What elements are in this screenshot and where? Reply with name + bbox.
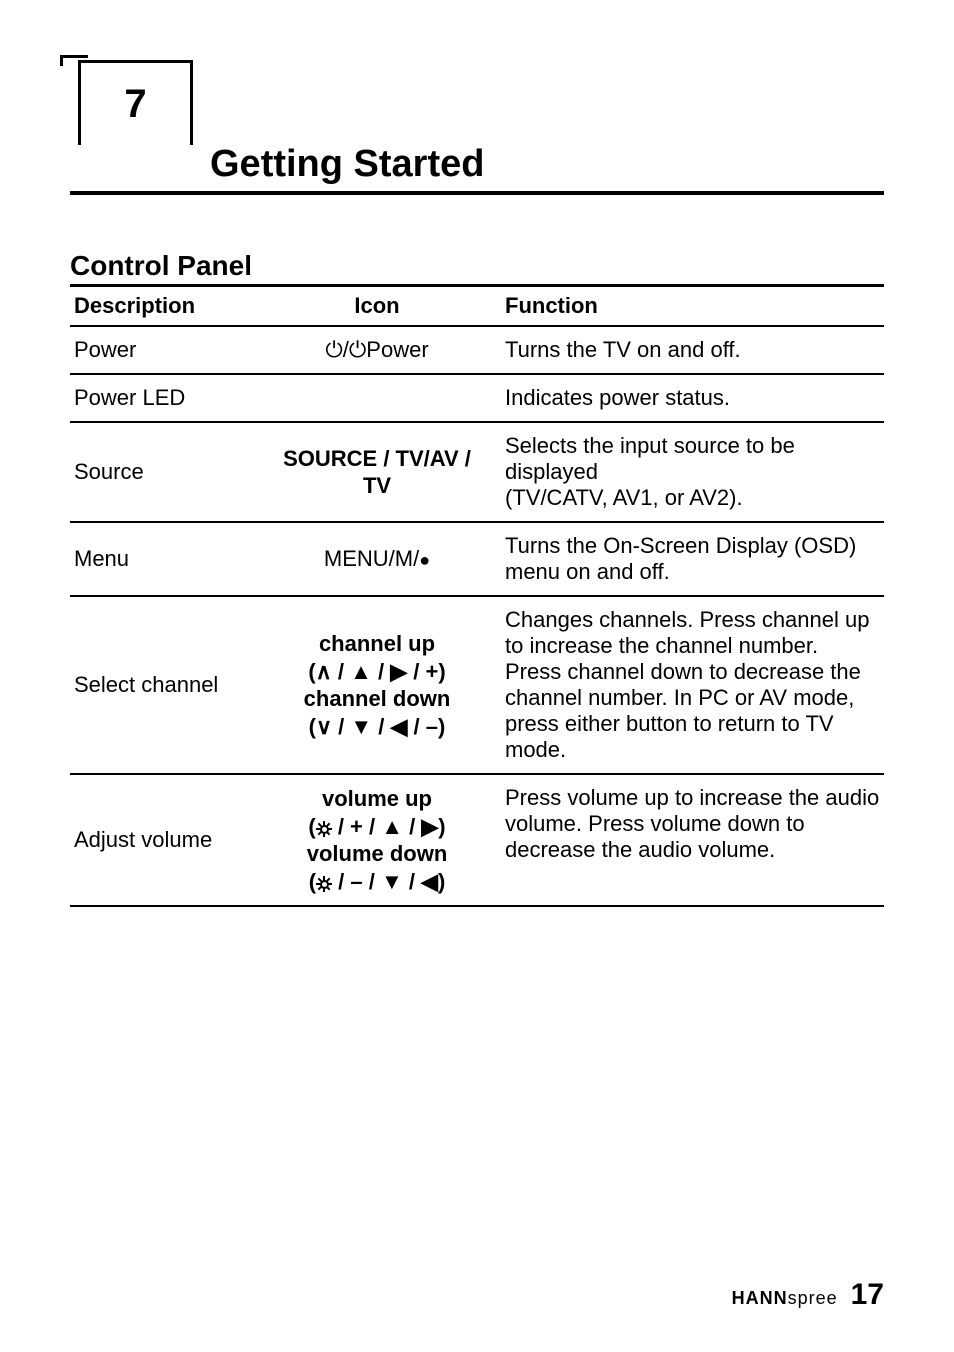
table-row: Power ⏻/⏻Power Turns the TV on and off. — [70, 326, 884, 374]
section-title: Control Panel — [70, 250, 884, 282]
icon-label: Power — [366, 337, 428, 362]
cell-icon: SOURCE / TV/AV / TV — [253, 422, 501, 522]
icon-label-line2: TV — [257, 472, 497, 500]
cell-icon: channel up (∧ / ▲ / ▶ / +) channel down … — [253, 596, 501, 774]
cell-fn: Press volume up to increase the audio vo… — [501, 774, 884, 906]
volume-up-glyphs: / + / ▲ / ▶) — [332, 814, 446, 839]
brightness-icon — [316, 876, 332, 892]
cell-fn: Selects the input source to be displayed… — [501, 422, 884, 522]
cell-icon: ⏻/⏻Power — [253, 326, 501, 374]
brand-bold: HANN — [732, 1288, 788, 1308]
icon-label: MENU/M/ — [324, 546, 419, 571]
icon-label-line1: volume up — [257, 785, 497, 813]
cell-icon: volume up ( / + / ▲ / ▶) volume down ( /… — [253, 774, 501, 906]
table-row: Adjust volume volume up ( / + / ▲ / ▶) v… — [70, 774, 884, 906]
icon-label-line3: channel down — [257, 685, 497, 713]
record-icon — [419, 546, 430, 571]
cell-fn: Turns the On-Screen Display (OSD) menu o… — [501, 522, 884, 596]
cell-icon: MENU/M/ — [253, 522, 501, 596]
cell-desc: Source — [70, 422, 253, 522]
cell-desc: Menu — [70, 522, 253, 596]
page: 7 Getting Started Control Panel Descript… — [0, 0, 954, 1352]
channel-down-combo-icon: (∨ / ▼ / ◀ / –) — [257, 713, 497, 741]
cell-icon — [253, 374, 501, 422]
control-panel-table: Description Icon Function Power ⏻/⏻Power… — [70, 284, 884, 907]
volume-up-combo-icon: ( / + / ▲ / ▶) — [257, 813, 497, 841]
col-header-function: Function — [501, 286, 884, 327]
chapter-tab: 7 — [78, 60, 193, 145]
brightness-icon — [316, 821, 332, 837]
brand-light: spree — [788, 1288, 838, 1308]
icon-label-line1: channel up — [257, 630, 497, 658]
table-row: Menu MENU/M/ Turns the On-Screen Display… — [70, 522, 884, 596]
col-header-icon: Icon — [253, 286, 501, 327]
chapter-number: 7 — [124, 84, 146, 124]
cell-desc: Adjust volume — [70, 774, 253, 906]
cell-desc: Power — [70, 326, 253, 374]
cell-desc: Power LED — [70, 374, 253, 422]
volume-down-glyphs: / – / ▼ / ◀) — [332, 869, 445, 894]
volume-down-combo-icon: ( / – / ▼ / ◀) — [257, 868, 497, 896]
title-rule: Getting Started — [70, 143, 884, 195]
channel-up-combo-icon: (∧ / ▲ / ▶ / +) — [257, 658, 497, 686]
footer: HANNspree 17 — [732, 1278, 884, 1312]
cell-fn: Turns the TV on and off. — [501, 326, 884, 374]
table-row: Select channel channel up (∧ / ▲ / ▶ / +… — [70, 596, 884, 774]
page-title: Getting Started — [210, 143, 484, 185]
table-row: Power LED Indicates power status. — [70, 374, 884, 422]
cell-fn: Changes channels. Press channel up to in… — [501, 596, 884, 774]
cell-desc: Select channel — [70, 596, 253, 774]
icon-label-line1: SOURCE / TV/AV / — [257, 445, 497, 473]
col-header-description: Description — [70, 286, 253, 327]
page-number: 17 — [851, 1278, 884, 1311]
table-row: Source SOURCE / TV/AV / TV Selects the i… — [70, 422, 884, 522]
power-icon: ⏻/⏻ — [325, 337, 366, 362]
icon-label-line3: volume down — [257, 840, 497, 868]
cell-fn: Indicates power status. — [501, 374, 884, 422]
